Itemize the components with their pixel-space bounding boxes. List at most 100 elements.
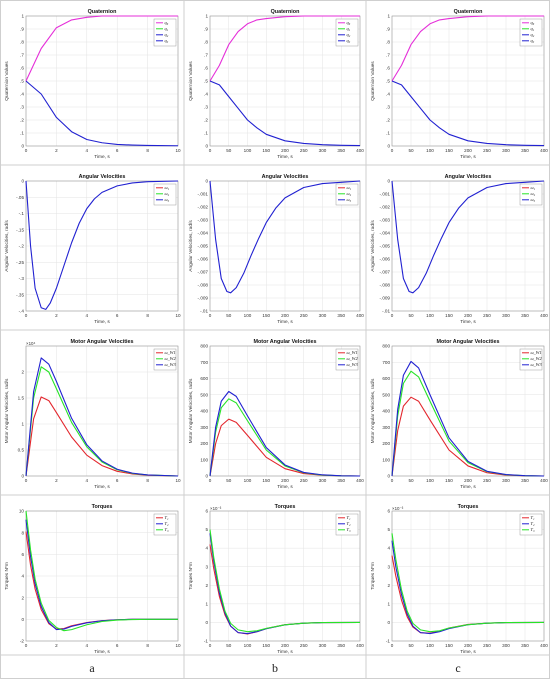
y-tick-label: .7 bbox=[386, 53, 390, 58]
y-axis-label: Motor Angular Velocities, rad/s bbox=[4, 378, 10, 443]
y-tick-label: -.002 bbox=[198, 205, 209, 210]
x-tick-label: 300 bbox=[319, 313, 327, 318]
x-tick-label: 50 bbox=[226, 643, 232, 648]
y-axis-label: Quaternion Values bbox=[4, 61, 10, 101]
y-tick-label: 8 bbox=[21, 530, 24, 535]
legend-entry: q₀ bbox=[347, 20, 351, 25]
x-tick-label: 0 bbox=[25, 643, 28, 648]
x-tick-label: 50 bbox=[408, 478, 414, 483]
y-tick-label: 2 bbox=[205, 583, 208, 588]
y-tick-label: 5 bbox=[205, 527, 208, 532]
y-tick-label: .4 bbox=[386, 92, 390, 97]
legend-entry: T₂ bbox=[347, 521, 351, 526]
x-axis-label: Time, s bbox=[277, 154, 293, 160]
x-tick-label: 150 bbox=[445, 478, 453, 483]
y-tick-label: -.008 bbox=[380, 283, 391, 288]
x-tick-label: 150 bbox=[445, 643, 453, 648]
y-tick-label: -.001 bbox=[380, 192, 391, 197]
plot-frame bbox=[25, 345, 179, 477]
series-line bbox=[209, 80, 361, 147]
x-tick-label: 4 bbox=[86, 148, 89, 153]
y-tick-label: 0 bbox=[387, 620, 390, 625]
y-tick-label: -.007 bbox=[198, 270, 209, 275]
x-tick-label: 10 bbox=[175, 643, 181, 648]
legend-entry: q₃ bbox=[165, 38, 169, 43]
x-tick-label: 300 bbox=[502, 313, 510, 318]
x-tick-label: 300 bbox=[502, 478, 510, 483]
x-tick-label: 350 bbox=[521, 478, 529, 483]
y-axis-label: Quaternion Values bbox=[188, 61, 194, 101]
column-label: b bbox=[272, 661, 278, 675]
legend-entry: q₁ bbox=[531, 26, 535, 31]
x-tick-label: 250 bbox=[300, 643, 308, 648]
legend-entry: ω₁ bbox=[165, 185, 170, 190]
y-tick-label: 3 bbox=[387, 564, 390, 569]
x-tick-label: 400 bbox=[356, 313, 364, 318]
chart-panel: 0 2 4 6 8 10 0 .1 .2 .3 .4 .5 .6 .7 .8 .9 1 Quaternion Tim… bbox=[4, 9, 181, 160]
y-tick-label: 600 bbox=[200, 376, 208, 381]
y-tick-label: 1 bbox=[21, 422, 24, 427]
x-axis-label: Time, s bbox=[460, 154, 476, 160]
x-tick-label: 400 bbox=[540, 148, 548, 153]
y-tick-label: 0 bbox=[205, 474, 208, 479]
chart-title: Angular Velocities bbox=[445, 174, 492, 180]
x-tick-label: 0 bbox=[209, 148, 212, 153]
y-tick-label: 3 bbox=[205, 564, 208, 569]
x-tick-label: 300 bbox=[319, 478, 327, 483]
y-tick-label: -.006 bbox=[380, 257, 391, 262]
y-tick-label: -.005 bbox=[198, 244, 209, 249]
legend-entry: T₃ bbox=[531, 527, 535, 532]
x-tick-label: 250 bbox=[483, 313, 491, 318]
chart-panel: 0 50 100 150 200 250 300 350 400 0 100 200 300 400 500… bbox=[188, 339, 364, 490]
x-tick-label: 350 bbox=[337, 643, 345, 648]
y-tick-label: 600 bbox=[382, 376, 390, 381]
x-tick-label: 250 bbox=[483, 148, 491, 153]
y-tick-label: -.009 bbox=[198, 296, 209, 301]
legend-entry: T₁ bbox=[165, 515, 169, 520]
y-tick-label: 0 bbox=[205, 620, 208, 625]
y-tick-label: -.01 bbox=[200, 309, 208, 314]
chart-panel: 0 50 100 150 200 250 300 350 400 -.01 -.009 -.008 -.… bbox=[188, 174, 364, 325]
legend-entry: q₃ bbox=[531, 38, 535, 43]
x-tick-label: 10 bbox=[175, 148, 181, 153]
y-axis-label: Torques N*m bbox=[188, 562, 194, 590]
y-tick-label: .4 bbox=[204, 92, 208, 97]
x-tick-label: 250 bbox=[300, 148, 308, 153]
plot-frame bbox=[25, 510, 179, 642]
chart-title: Motor Angular Velocities bbox=[254, 339, 317, 345]
y-tick-label: -.006 bbox=[198, 257, 209, 262]
y-tick-label: .6 bbox=[386, 66, 390, 71]
chart-title: Torques bbox=[275, 504, 296, 510]
x-tick-label: 0 bbox=[391, 643, 394, 648]
plot-area bbox=[26, 346, 178, 476]
legend-entry: T₁ bbox=[347, 515, 351, 520]
y-tick-label: .9 bbox=[386, 27, 390, 32]
y-tick-label: .1 bbox=[204, 131, 208, 136]
y-tick-label: .1 bbox=[386, 131, 390, 136]
chart-title: Motor Angular Velocities bbox=[437, 339, 500, 345]
x-tick-label: 100 bbox=[244, 313, 252, 318]
x-tick-label: 250 bbox=[300, 313, 308, 318]
y-tick-label: -.1 bbox=[19, 211, 25, 216]
legend-entry: T₁ bbox=[531, 515, 535, 520]
legend-entry: ω_W1 bbox=[531, 350, 542, 355]
x-tick-label: 300 bbox=[319, 643, 327, 648]
y-axis-label: Angular Velocities, rad/s bbox=[188, 220, 194, 272]
legend-entry: ω_W1 bbox=[347, 350, 358, 355]
x-tick-label: 100 bbox=[426, 643, 434, 648]
y-axis-label: Torques N*m bbox=[4, 562, 10, 590]
x-tick-label: 350 bbox=[521, 313, 529, 318]
series-line bbox=[25, 357, 179, 477]
x-tick-label: 350 bbox=[337, 478, 345, 483]
x-tick-label: 150 bbox=[445, 313, 453, 318]
legend-entry: q₂ bbox=[165, 32, 169, 37]
x-tick-label: 50 bbox=[408, 313, 414, 318]
y-tick-label: 300 bbox=[200, 425, 208, 430]
legend-box bbox=[519, 18, 543, 47]
chart-panel: 0 50 100 150 200 250 300 350 400 -.01 -.009 -.008 -.… bbox=[370, 174, 548, 325]
legend-entry: T₃ bbox=[165, 527, 169, 532]
x-axis-label: Time, s bbox=[94, 319, 110, 325]
x-tick-label: 350 bbox=[337, 148, 345, 153]
x-axis-label: Time, s bbox=[277, 484, 293, 490]
